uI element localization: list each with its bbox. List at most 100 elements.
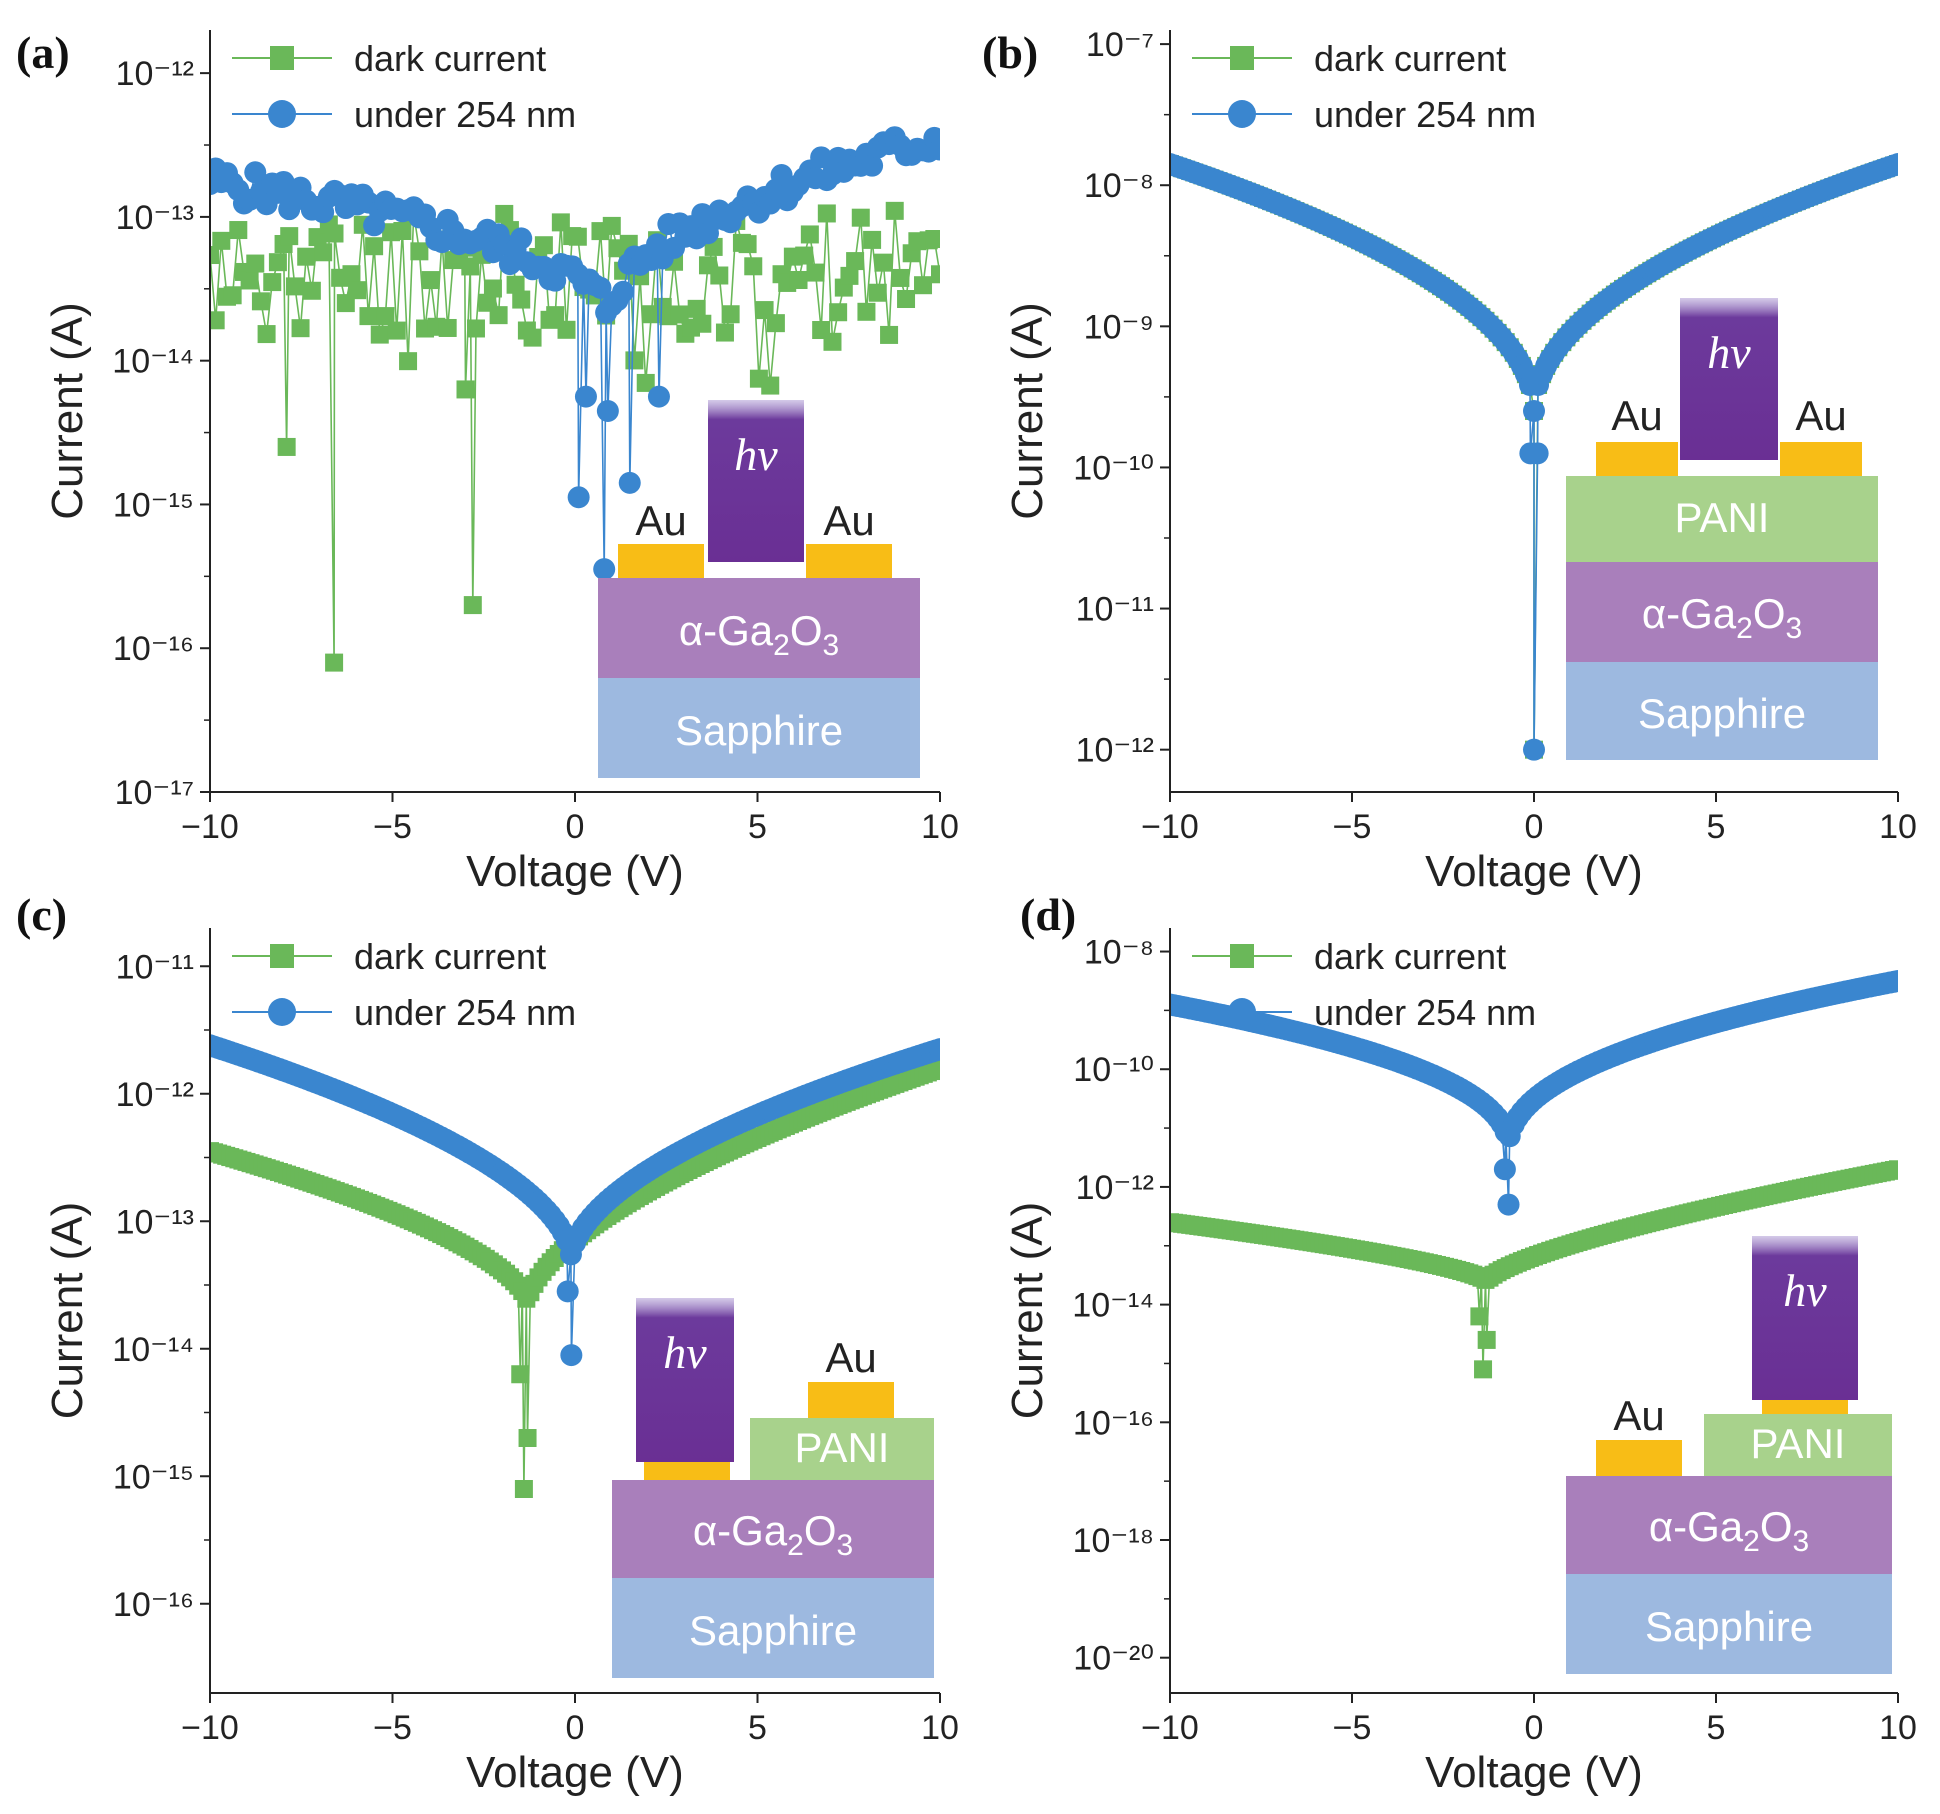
data-point-dark: [880, 325, 899, 344]
data-point-dark: [512, 290, 531, 309]
data-point-dark: [370, 325, 389, 344]
data-point-dark: [280, 227, 299, 246]
au-label: Au: [635, 497, 686, 544]
data-point-dark: [851, 208, 870, 227]
data-point-dark: [1470, 1307, 1489, 1326]
data-point-dark: [806, 263, 825, 282]
data-point-dark: [823, 332, 842, 351]
data-point-dark: [348, 281, 367, 300]
data-point-dark: [840, 266, 859, 285]
y-tick-label: 10⁻⁸: [1084, 167, 1154, 205]
data-point-dark: [291, 319, 310, 338]
data-point-light: [244, 161, 267, 184]
data-point-dark: [931, 1059, 940, 1078]
y-tick-label: 10⁻²⁰: [1073, 1640, 1154, 1678]
panel-3: (c) α-Ga2O3 Sapphire PANI Au hν −10 −5 0 5 10 10⁻¹⁶…: [16, 889, 959, 1797]
x-tick-label: −5: [373, 1709, 412, 1747]
au-electrode-left: [644, 1462, 730, 1480]
legend-label: under 254 nm: [354, 992, 576, 1033]
data-point-dark: [800, 225, 819, 244]
legend-marker-circle: [1228, 100, 1256, 128]
y-axis-title: Current (A): [43, 302, 92, 520]
data-point-light: [510, 227, 533, 250]
data-point-dark: [483, 279, 502, 298]
data-point-dark: [523, 328, 542, 347]
data-point-light: [647, 385, 670, 408]
y-tick-label: 10⁻¹⁴: [112, 343, 194, 381]
data-point-dark: [744, 257, 763, 276]
data-point-light: [1523, 400, 1545, 422]
layer-label-pani: PANI: [1675, 494, 1770, 541]
legend-label: dark current: [1314, 936, 1506, 977]
data-point-dark: [857, 302, 876, 321]
data-point-dark: [421, 271, 440, 290]
x-tick-label: −5: [1333, 1709, 1372, 1747]
y-tick-label: 10⁻¹⁶: [1073, 1404, 1154, 1442]
layer-label-sapphire: Sapphire: [689, 1607, 857, 1654]
x-tick-label: −5: [373, 808, 412, 846]
data-point-dark: [534, 236, 553, 255]
layer-sapphire: [1566, 662, 1878, 760]
x-tick-label: 10: [921, 1709, 959, 1747]
layer-label-pani: PANI: [1751, 1420, 1846, 1467]
y-tick-label: 10⁻¹²: [1076, 1169, 1154, 1207]
data-point-light: [278, 198, 301, 221]
x-tick-label: −10: [1141, 808, 1199, 846]
layer-ga2o3: [1566, 1476, 1892, 1574]
data-point-dark: [489, 306, 508, 325]
hv-label: hν: [734, 429, 778, 480]
au-label: Au: [1611, 392, 1662, 439]
data-point-dark: [212, 231, 231, 250]
au-label: Au: [1795, 392, 1846, 439]
data-point-dark: [399, 352, 418, 371]
au-electrode-right: [806, 544, 892, 578]
data-point-dark: [376, 307, 395, 326]
layer-sapphire: [1566, 1574, 1892, 1674]
y-tick-label: 10⁻¹⁰: [1073, 449, 1154, 487]
data-point-dark: [789, 270, 808, 289]
data-point-dark: [325, 224, 344, 243]
x-tick-label: −10: [181, 1709, 239, 1747]
hv-label: hν: [1707, 327, 1751, 378]
data-point-dark: [817, 204, 836, 223]
x-tick-label: −10: [1141, 1709, 1199, 1747]
layer-ga2o3: [1566, 562, 1878, 662]
data-point-dark: [518, 1429, 537, 1447]
data-point-dark: [1889, 1160, 1898, 1179]
x-tick-label: 10: [921, 808, 959, 846]
layer-label-sapphire: Sapphire: [675, 707, 843, 754]
legend-label: dark current: [354, 38, 546, 79]
data-point-dark: [1474, 1360, 1493, 1379]
data-point-light: [618, 471, 641, 494]
data-point-dark: [257, 325, 276, 344]
layer-pani: [1704, 1414, 1892, 1476]
layer-ga2o3: [612, 1480, 934, 1578]
data-point-dark: [506, 275, 525, 294]
au-electrode-left: [1596, 442, 1678, 476]
data-point-light: [1526, 442, 1549, 465]
au-electrode-left: [618, 544, 704, 578]
legend: dark current under 254 nm: [1192, 936, 1536, 1033]
legend-marker-square: [270, 46, 294, 70]
data-point-dark: [246, 254, 265, 273]
data-point-dark: [263, 273, 282, 292]
series-group: [1170, 969, 1898, 1379]
hv-label: hν: [1783, 1265, 1827, 1316]
y-tick-label: 10⁻¹⁵: [113, 486, 194, 524]
hv-label: hν: [663, 1327, 707, 1378]
data-point-dark: [868, 283, 887, 302]
data-point-dark: [438, 318, 457, 337]
data-point-light: [810, 146, 833, 169]
legend-label: dark current: [1314, 38, 1506, 79]
data-point-dark: [277, 437, 296, 456]
y-axis-title: Current (A): [1003, 302, 1052, 520]
y-tick-label: 10⁻⁸: [1084, 934, 1154, 972]
x-tick-label: 5: [1707, 808, 1726, 846]
layer-pani: [750, 1418, 934, 1480]
y-tick-label: 10⁻⁷: [1086, 26, 1154, 64]
data-point-dark: [761, 376, 780, 395]
panel-4: (d) α-Ga2O3 Sapphire Au PANI hν −10 −5 0 5 10 10⁻²⁰…: [1003, 889, 1917, 1797]
y-tick-label: 10⁻⁹: [1084, 308, 1154, 346]
